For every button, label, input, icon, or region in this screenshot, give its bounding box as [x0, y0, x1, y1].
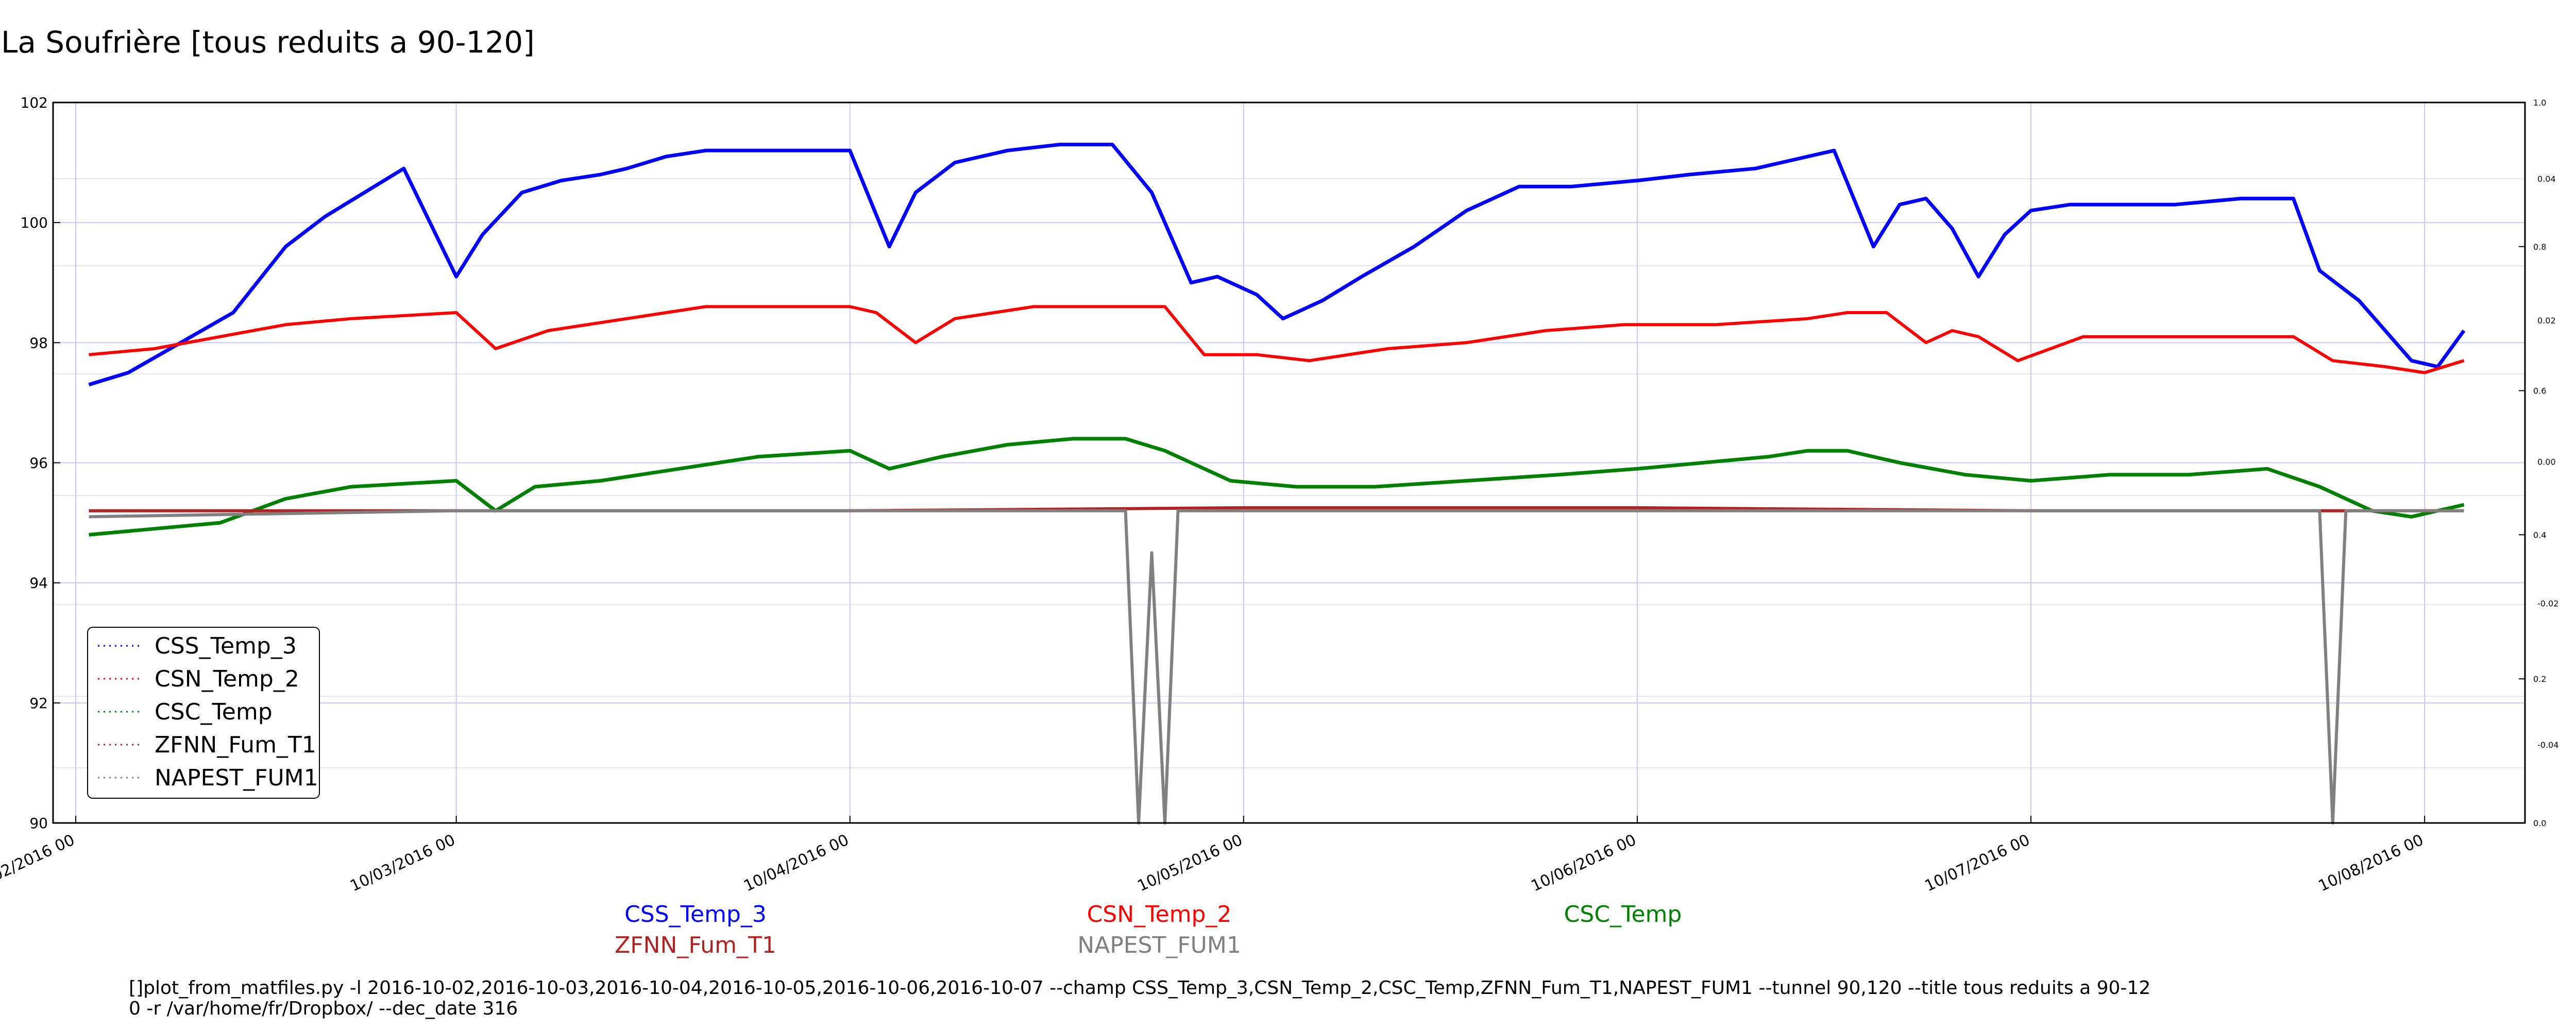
y2-inner-tick-label: 0.02	[2537, 316, 2556, 325]
x-tick-label: 10/08/2016 00	[2316, 831, 2427, 896]
legend-box	[87, 627, 320, 799]
y2-tick-label: 0.6	[2533, 386, 2546, 396]
series-line-css-temp-3	[88, 143, 2466, 387]
chart-title: La Soufrière [tous reduits a 90-120]	[1, 25, 535, 60]
series-label: CSC_Temp	[1564, 901, 1682, 928]
legend-entry: CSS_Temp_3	[155, 633, 297, 659]
y-tick-label: 92	[29, 695, 48, 712]
y-tick-label: 96	[29, 455, 48, 472]
series-line-napest-fum1	[89, 509, 2464, 825]
y2-tick-label: 0.4	[2533, 530, 2546, 540]
y2-tick-label: 0.8	[2533, 242, 2546, 252]
series-label: NAPEST_FUM1	[1077, 932, 1241, 958]
y2-inner-tick-label: -0.02	[2537, 598, 2558, 608]
y-tick-label: 102	[21, 94, 48, 111]
y-tick-label: 90	[29, 815, 48, 832]
x-tick-label: 10/07/2016 00	[1922, 831, 2033, 896]
x-tick-label: 10/03/2016 00	[347, 831, 458, 896]
legend-entry: ZFNN_Fum_T1	[155, 732, 316, 758]
series-label: CSN_Temp_2	[1087, 901, 1232, 928]
x-tick-label: 10/05/2016 00	[1134, 831, 1245, 896]
y2-tick-label: 0.2	[2533, 674, 2546, 684]
legend-entry: CSN_Temp_2	[155, 666, 299, 692]
y2-tick-label: 1.0	[2533, 98, 2546, 108]
legend: CSS_Temp_3 CSN_Temp_2 CSC_Temp ZFNN_Fum_T1 N…	[87, 627, 320, 799]
series-label: CSS_Temp_3	[624, 901, 767, 928]
legend-entry: CSC_Temp	[155, 699, 273, 725]
y2-tick-label: 0.0	[2533, 818, 2546, 828]
y2-inner-tick-label: 0.04	[2537, 174, 2556, 184]
axis-ticks: 90 92 94 96 98 100 102 10/02/2016 00 10/03/2016 …	[0, 94, 2558, 895]
x-tick-label: 10/02/2016 00	[0, 831, 77, 896]
x-tick-label: 10/04/2016 00	[741, 831, 852, 896]
x-tick-label: 10/06/2016 00	[1529, 831, 1639, 896]
y2-inner-tick-label: 0.00	[2537, 457, 2556, 467]
command-line-2: 0 -r /var/home/fr/Dropbox/ --dec_date 31…	[129, 998, 518, 1019]
y2-inner-tick-label: -0.04	[2537, 740, 2558, 750]
series-group	[88, 143, 2466, 825]
series-line-csn-temp-2	[89, 305, 2465, 374]
series-labels: CSS_Temp_3 CSN_Temp_2 CSC_Temp ZFNN_Fum_T1 N…	[615, 901, 1682, 958]
series-label: ZFNN_Fum_T1	[615, 932, 776, 958]
y-tick-label: 94	[29, 575, 48, 592]
y-tick-label: 100	[21, 214, 48, 231]
legend-entry: NAPEST_FUM1	[155, 765, 318, 791]
y-tick-label: 98	[29, 334, 48, 351]
series-line-csc-temp	[89, 437, 2465, 537]
grid-lines	[53, 102, 2525, 823]
command-line-1: []plot_from_matfiles.py -l 2016-10-02,20…	[129, 977, 2150, 999]
